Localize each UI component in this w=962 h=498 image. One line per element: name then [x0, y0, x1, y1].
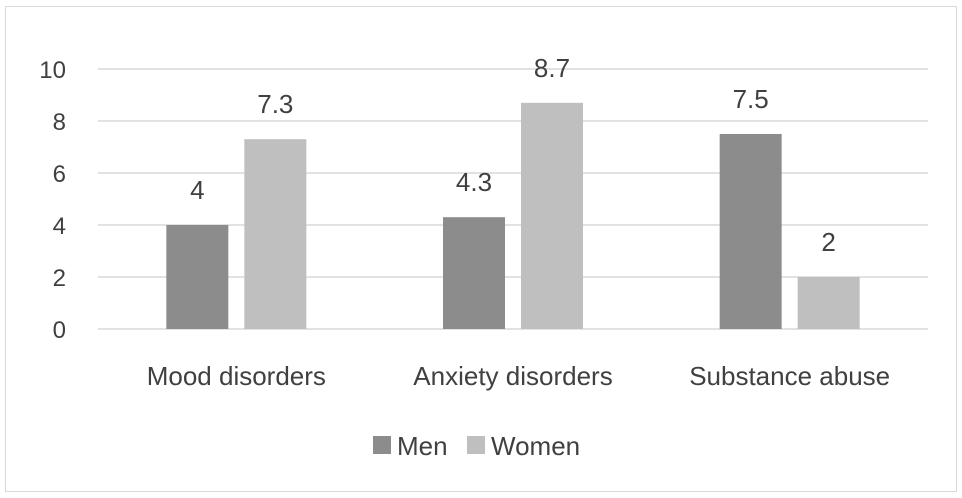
data-label: 4.3 [456, 167, 492, 197]
data-label: 4 [190, 175, 204, 205]
bar-men [719, 134, 782, 329]
data-label: 7.3 [257, 89, 293, 119]
legend-swatch-women [467, 436, 485, 454]
bar-men [166, 225, 229, 329]
x-tick-label: Anxiety disorders [413, 361, 612, 391]
bar-women [797, 277, 860, 329]
bar-women [244, 139, 307, 329]
y-tick-label: 6 [53, 161, 66, 188]
y-tick-label: 10 [39, 57, 66, 84]
data-label: 8.7 [534, 53, 570, 83]
data-label: 2 [821, 227, 835, 257]
legend-swatch-men [373, 436, 391, 454]
y-tick-label: 4 [53, 213, 66, 240]
x-tick-label: Substance abuse [689, 361, 890, 391]
bar-women [521, 102, 583, 329]
x-tick-label: Mood disorders [147, 361, 326, 391]
legend-label: Men [397, 431, 448, 461]
bar-men [443, 217, 505, 329]
y-tick-label: 0 [53, 317, 66, 344]
y-tick-label: 2 [53, 265, 66, 292]
y-tick-label: 8 [53, 109, 66, 136]
legend-label: Women [491, 431, 580, 461]
data-label: 7.5 [733, 84, 769, 114]
